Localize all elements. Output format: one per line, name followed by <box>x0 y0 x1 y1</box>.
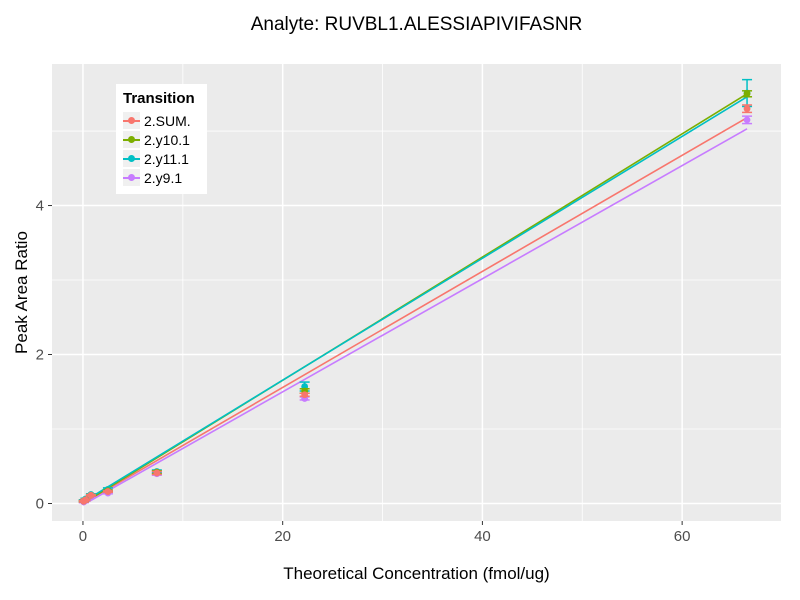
x-tick-label: 40 <box>474 528 491 545</box>
fit-line-2.SUM. <box>82 116 748 505</box>
x-axis-label: Theoretical Concentration (fmol/ug) <box>283 564 550 583</box>
data-point-2.SUM. <box>104 488 112 495</box>
legend-item-sum: 2.SUM. <box>123 111 195 130</box>
legend-item-label: 2.SUM. <box>144 112 191 129</box>
data-point-2.SUM. <box>743 105 751 113</box>
x-tick-label: 60 <box>674 528 691 545</box>
data-point-2.y10.1 <box>743 90 751 98</box>
fit-line-2.y11.1 <box>82 96 748 503</box>
legend-key-line-point-icon <box>123 150 140 167</box>
legend-item-y10: 2.y10.1 <box>123 130 195 149</box>
y-tick-label: 2 <box>36 347 44 364</box>
x-tick-label: 20 <box>274 528 291 545</box>
data-point-2.SUM. <box>153 469 161 477</box>
y-tick-label: 0 <box>36 495 44 512</box>
legend-key-line-point-icon <box>123 169 140 186</box>
legend-key-line-point-icon <box>123 112 140 129</box>
y-axis-label: Peak Area Ratio <box>12 231 31 354</box>
y-tick-label: 4 <box>36 198 44 215</box>
chart-title: Analyte: RUVBL1.ALESSIAPIVIFASNR <box>250 14 583 35</box>
legend-key-line-point-icon <box>123 131 140 148</box>
legend-item-label: 2.y11.1 <box>144 150 189 167</box>
legend-item-label: 2.y10.1 <box>144 131 190 148</box>
data-point-2.SUM. <box>301 391 309 399</box>
fit-line-2.y9.1 <box>82 128 748 506</box>
legend-item-label: 2.y9.1 <box>144 169 183 186</box>
legend-item-y11: 2.y11.1 <box>123 149 195 168</box>
data-point-2.y9.1 <box>743 116 751 124</box>
data-point-2.SUM. <box>87 491 95 499</box>
x-tick-label: 0 <box>79 528 87 545</box>
legend: Transition 2.SUM. 2.y10.1 2.y11.1 2.y9.1 <box>116 84 207 194</box>
legend-title: Transition <box>123 90 195 107</box>
data-point-2.SUM. <box>82 496 89 504</box>
legend-item-y9: 2.y9.1 <box>123 168 195 187</box>
